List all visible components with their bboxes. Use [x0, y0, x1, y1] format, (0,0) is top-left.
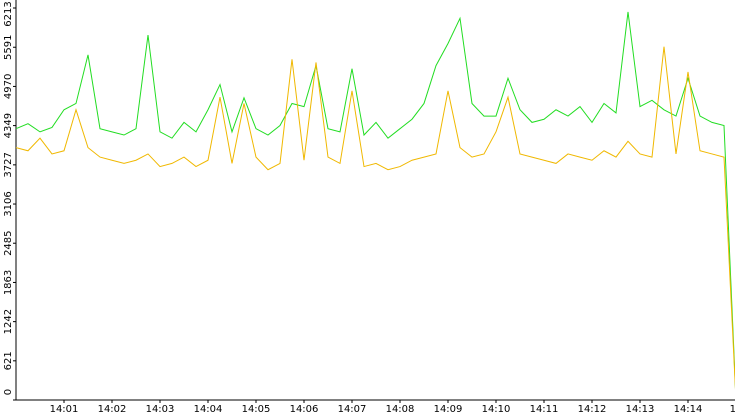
y-tick-label: 0	[3, 389, 14, 395]
x-tick-label: 14:02	[98, 404, 127, 415]
y-tick-label: 3106	[3, 191, 14, 216]
y-tick-label: 5591	[3, 35, 14, 60]
x-tick-label: 14:14	[674, 404, 703, 415]
y-tick-label: 2485	[3, 230, 14, 255]
y-tick-label: 6213	[3, 1, 14, 26]
y-tick-label: 1863	[3, 270, 14, 295]
x-tick-label: 14	[730, 404, 735, 415]
series-line	[15, 46, 735, 390]
x-tick-label: 14:11	[530, 404, 559, 415]
x-tick-label: 14:01	[50, 404, 79, 415]
y-tick-label: 4349	[3, 113, 14, 138]
x-tick-label: 14:08	[386, 404, 415, 415]
y-tick-label: 4970	[3, 74, 14, 99]
y-tick-label: 621	[3, 351, 14, 370]
x-tick-label: 14:12	[578, 404, 607, 415]
y-tick-label: 1242	[3, 309, 14, 334]
x-tick-label: 14:07	[338, 404, 367, 415]
x-tick-label: 14:03	[146, 404, 175, 415]
x-tick-label: 14:06	[290, 404, 319, 415]
y-tick-label: 3727	[3, 152, 14, 177]
x-tick-label: 14:04	[194, 404, 223, 415]
x-tick-label: 14:09	[434, 404, 463, 415]
x-tick-label: 14:05	[242, 404, 271, 415]
series-line	[15, 11, 735, 389]
x-tick-label: 14:13	[626, 404, 655, 415]
x-tick-label: 14:10	[482, 404, 511, 415]
